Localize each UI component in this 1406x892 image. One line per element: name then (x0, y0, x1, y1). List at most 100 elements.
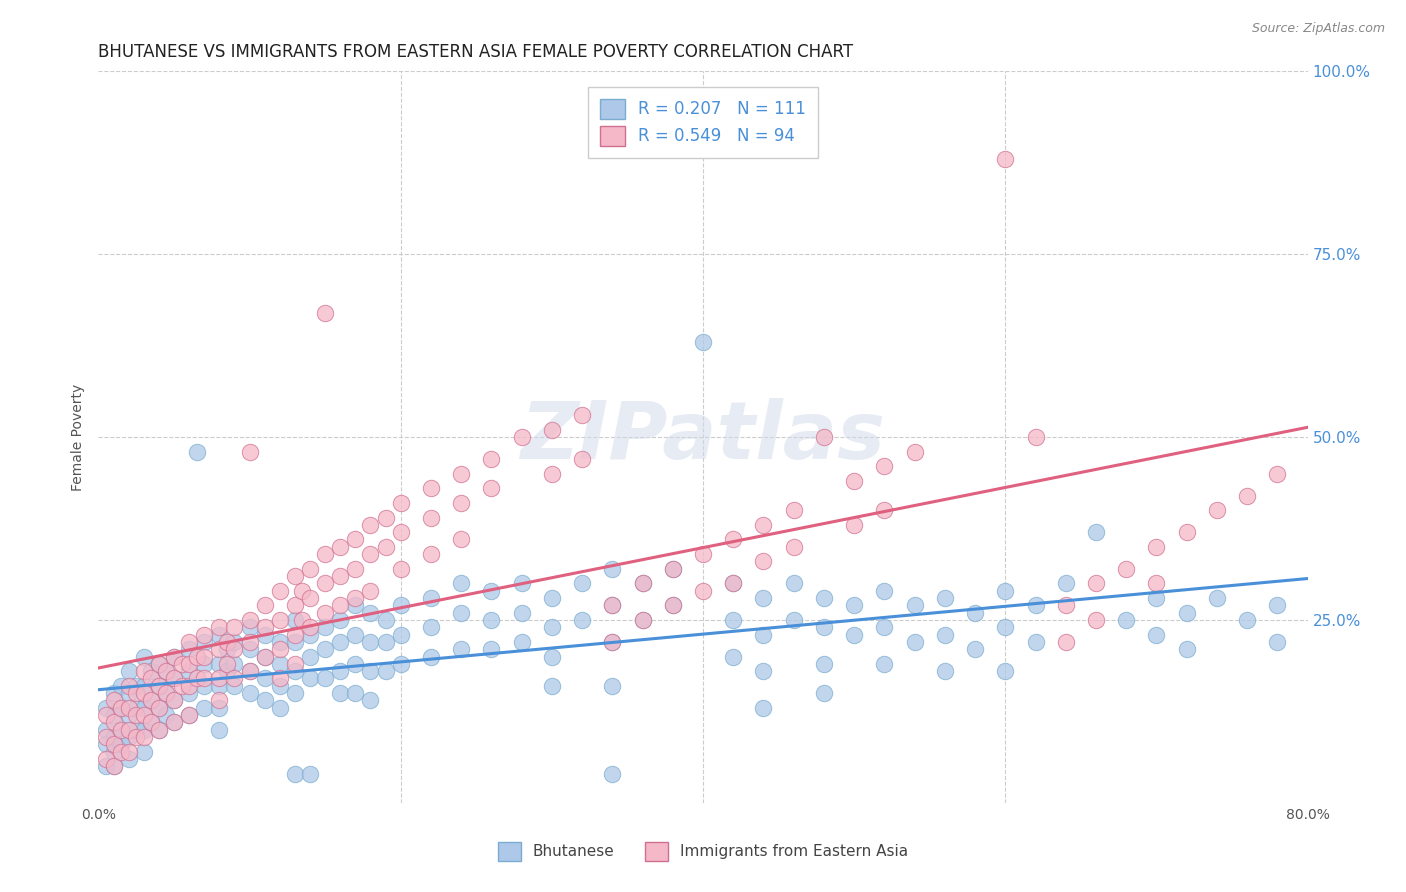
Point (224, 642, 246, 657)
Y-axis label: Female Poverty: Female Poverty (72, 384, 86, 491)
Point (360, 583, 382, 598)
Point (1054, 635, 1077, 649)
Point (132, 730, 155, 744)
Point (239, 686, 262, 700)
Point (253, 649, 276, 664)
Point (291, 583, 314, 598)
Point (1267, 599, 1289, 613)
Point (1267, 467, 1289, 481)
Point (360, 693, 382, 707)
Text: Source: ZipAtlas.com: Source: ZipAtlas.com (1251, 22, 1385, 36)
Point (450, 496, 472, 510)
Point (224, 672, 246, 686)
Point (420, 620, 443, 634)
Point (661, 562, 683, 576)
Point (631, 576, 654, 591)
Point (118, 679, 141, 693)
Point (873, 657, 896, 671)
Point (420, 547, 443, 561)
Point (155, 686, 177, 700)
Point (193, 649, 215, 664)
Point (329, 686, 352, 700)
Point (389, 657, 412, 671)
Point (510, 576, 533, 591)
Point (813, 686, 835, 700)
Point (813, 620, 835, 634)
Point (783, 540, 806, 554)
Point (148, 723, 170, 737)
Point (1085, 525, 1108, 540)
Point (344, 591, 367, 605)
Point (193, 635, 215, 649)
Point (94, 737, 117, 751)
Point (329, 635, 352, 649)
Point (186, 444, 208, 458)
Point (602, 635, 624, 649)
Point (813, 591, 835, 605)
Point (314, 306, 336, 320)
Point (148, 679, 170, 693)
Point (844, 627, 866, 641)
Point (94, 708, 117, 723)
Point (208, 723, 231, 737)
Point (752, 700, 775, 714)
Point (360, 664, 382, 678)
Point (873, 583, 896, 598)
Point (752, 517, 775, 532)
Point (208, 657, 231, 671)
Point (224, 679, 246, 693)
Point (132, 679, 155, 693)
Point (389, 496, 412, 510)
Point (965, 606, 987, 620)
Point (571, 576, 593, 591)
Point (420, 591, 443, 605)
Point (344, 657, 367, 671)
Point (269, 657, 291, 671)
Point (224, 620, 246, 634)
Point (103, 730, 125, 744)
Point (389, 627, 412, 641)
Point (103, 737, 125, 751)
Point (163, 672, 186, 686)
Point (239, 613, 262, 627)
Point (284, 599, 307, 613)
Point (934, 627, 956, 641)
Point (94, 723, 117, 737)
Point (344, 627, 367, 641)
Point (314, 576, 336, 591)
Point (752, 664, 775, 678)
Point (253, 627, 276, 641)
Point (125, 686, 148, 700)
Point (481, 613, 503, 627)
Point (118, 752, 141, 766)
Point (269, 613, 291, 627)
Point (132, 708, 155, 723)
Point (510, 430, 533, 444)
Point (284, 627, 307, 641)
Point (1267, 635, 1289, 649)
Point (1085, 613, 1108, 627)
Point (269, 642, 291, 657)
Point (540, 620, 562, 634)
Point (179, 679, 201, 693)
Point (163, 649, 186, 664)
Point (299, 649, 322, 664)
Point (125, 730, 148, 744)
Point (344, 686, 367, 700)
Point (284, 613, 307, 627)
Point (420, 481, 443, 495)
Point (752, 554, 775, 568)
Point (163, 715, 186, 730)
Point (118, 686, 141, 700)
Point (1085, 576, 1108, 591)
Point (873, 503, 896, 517)
Point (723, 613, 745, 627)
Point (420, 510, 443, 524)
Point (239, 620, 262, 634)
Point (1144, 540, 1167, 554)
Point (208, 627, 231, 641)
Point (141, 693, 163, 707)
Point (360, 606, 382, 620)
Point (155, 664, 177, 678)
Point (110, 737, 132, 751)
